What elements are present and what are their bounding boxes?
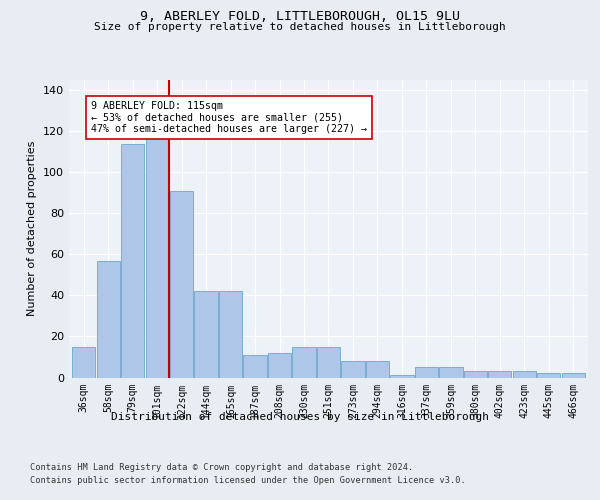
Bar [292,346,316,378]
Bar [146,136,169,378]
Bar [391,376,413,378]
Bar [72,346,95,378]
Bar [194,292,218,378]
Bar [415,367,438,378]
Bar [97,260,120,378]
Text: Contains public sector information licensed under the Open Government Licence v3: Contains public sector information licen… [30,476,466,485]
Text: Distribution of detached houses by size in Littleborough: Distribution of detached houses by size … [111,412,489,422]
Text: Contains HM Land Registry data © Crown copyright and database right 2024.: Contains HM Land Registry data © Crown c… [30,462,413,471]
Bar [464,372,487,378]
Bar [317,346,340,378]
Bar [488,372,511,378]
Bar [219,292,242,378]
Bar [439,367,463,378]
Bar [341,361,365,378]
Bar [513,372,536,378]
Bar [121,144,144,378]
Bar [562,374,585,378]
Bar [268,353,291,378]
Text: Size of property relative to detached houses in Littleborough: Size of property relative to detached ho… [94,22,506,32]
Text: 9, ABERLEY FOLD, LITTLEBOROUGH, OL15 9LU: 9, ABERLEY FOLD, LITTLEBOROUGH, OL15 9LU [140,10,460,23]
Bar [244,355,266,378]
Y-axis label: Number of detached properties: Number of detached properties [28,141,37,316]
Bar [170,191,193,378]
Bar [366,361,389,378]
Text: 9 ABERLEY FOLD: 115sqm
← 53% of detached houses are smaller (255)
47% of semi-de: 9 ABERLEY FOLD: 115sqm ← 53% of detached… [91,100,367,134]
Bar [537,374,560,378]
